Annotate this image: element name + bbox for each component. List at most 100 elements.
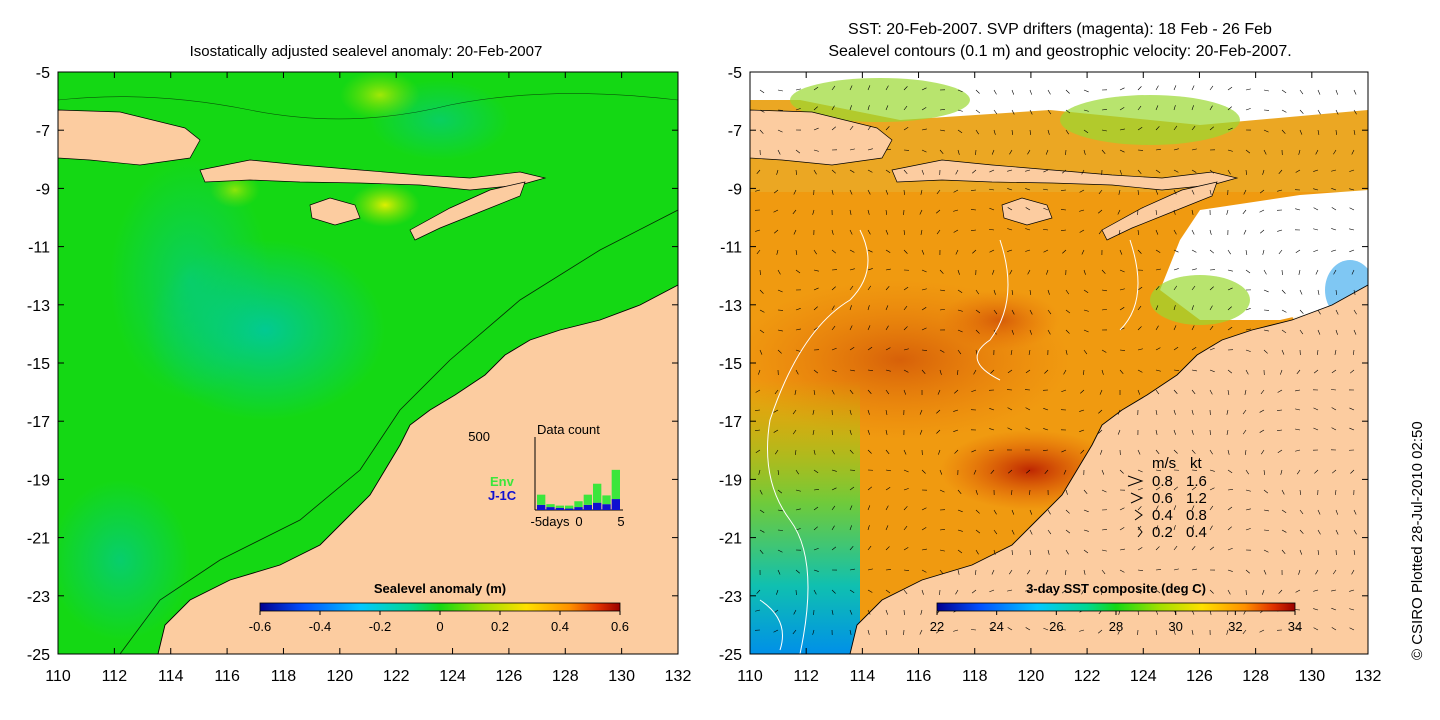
velocity-vector <box>1155 85 1159 91</box>
velocity-kt-value: 0.8 <box>1186 507 1207 524</box>
velocity-vector <box>759 329 765 334</box>
velocity-vector <box>1009 269 1013 275</box>
velocity-vector <box>1227 249 1231 255</box>
velocity-vector <box>1227 86 1233 91</box>
velocity-vector <box>1299 289 1303 295</box>
velocity-vector <box>1155 525 1159 531</box>
velocity-vector <box>990 469 995 474</box>
velocity-vector <box>773 629 779 633</box>
velocity-vector <box>885 169 891 174</box>
velocity-vector <box>1137 589 1142 595</box>
velocity-vector <box>1353 509 1357 515</box>
colorbar-tick-label: 22 <box>930 619 944 634</box>
velocity-vector <box>1029 89 1033 95</box>
velocity-vector <box>813 506 819 511</box>
velocity-vector <box>1313 249 1319 253</box>
velocity-vector <box>1281 529 1287 533</box>
inset-bar-env <box>574 501 583 508</box>
velocity-vector <box>903 449 907 455</box>
velocity-vector <box>975 89 980 94</box>
velocity-vector <box>1083 529 1089 532</box>
velocity-vector <box>849 589 855 593</box>
velocity-vector <box>1101 529 1107 531</box>
x-tick-label: 130 <box>608 668 635 685</box>
velocity-vector <box>989 207 995 211</box>
velocity-vector <box>759 89 765 94</box>
velocity-vector <box>1353 109 1357 115</box>
velocity-vector <box>1065 129 1069 135</box>
velocity-vector <box>1245 528 1251 531</box>
sst-colorbar-ramp <box>936 602 1296 612</box>
velocity-vector <box>792 409 797 415</box>
velocity-vector <box>1296 369 1301 375</box>
velocity-vector <box>1259 189 1265 194</box>
velocity-vector <box>1027 569 1031 575</box>
inset-bar-j1c <box>565 508 574 510</box>
velocity-vector <box>1263 289 1269 293</box>
velocity-vector <box>953 629 959 632</box>
velocity-vector <box>777 329 783 332</box>
velocity-vector <box>867 486 873 491</box>
velocity-vector <box>1173 568 1179 571</box>
velocity-vector <box>1353 289 1356 295</box>
velocity-vector <box>1025 188 1031 191</box>
velocity-vector <box>1263 349 1268 354</box>
velocity-vector <box>1315 149 1319 155</box>
velocity-vector <box>919 429 923 435</box>
inset-bar-j1c <box>555 507 564 510</box>
colorbar-tick-label: -0.2 <box>369 619 391 634</box>
velocity-vector <box>1353 89 1357 95</box>
velocity-vector <box>1063 369 1067 375</box>
velocity-vector <box>1119 87 1125 91</box>
y-tick-label: -5 <box>728 65 742 82</box>
velocity-vector <box>1349 627 1355 631</box>
velocity-vector <box>885 505 889 511</box>
left-y-axis: -5 -7 -9 -11 -13 -15 -17 -19 -21 -23 -25 <box>27 65 678 664</box>
velocity-vector <box>1011 109 1015 115</box>
velocity-vector <box>1155 347 1161 351</box>
velocity-vector <box>1331 207 1337 211</box>
velocity-vector <box>831 469 837 472</box>
sst-colorbar-ticks: 22 24 26 28 30 32 34 <box>930 611 1302 634</box>
velocity-vector <box>1083 309 1089 312</box>
velocity-vector <box>759 509 765 514</box>
velocity-vector <box>1209 126 1214 131</box>
velocity-vector <box>849 148 855 151</box>
velocity-vector <box>1227 326 1233 331</box>
velocity-vector <box>1242 429 1247 435</box>
velocity-vector <box>1011 529 1015 535</box>
velocity-vector <box>993 529 998 535</box>
velocity-vector <box>1263 89 1269 92</box>
velocity-vector <box>777 289 783 293</box>
velocity-vector <box>1061 169 1067 174</box>
velocity-vector <box>1080 449 1085 454</box>
sst-patch <box>1060 95 1240 145</box>
velocity-vector <box>1245 489 1251 492</box>
velocity-vector <box>1007 169 1013 172</box>
velocity-vector <box>793 189 797 195</box>
velocity-arrow <box>1137 526 1143 538</box>
velocity-vector <box>919 629 923 635</box>
velocity-vector <box>849 347 855 351</box>
velocity-vector <box>849 229 853 235</box>
velocity-vector <box>1007 369 1013 374</box>
velocity-vector <box>1315 569 1319 575</box>
sealevel-contour <box>976 239 1009 381</box>
velocity-vector <box>1349 188 1355 191</box>
velocity-vector <box>813 287 819 291</box>
velocity-vector <box>795 169 797 175</box>
x-tick-label: 128 <box>552 668 579 685</box>
velocity-vector <box>1026 469 1031 474</box>
velocity-vector <box>1227 488 1233 491</box>
velocity-vector <box>1155 569 1162 571</box>
velocity-vector <box>903 506 908 511</box>
velocity-vector <box>1349 369 1355 374</box>
velocity-vector <box>1155 229 1159 235</box>
velocity-vector <box>1259 409 1265 413</box>
velocity-vector <box>775 449 779 455</box>
velocity-vector <box>1331 249 1337 252</box>
velocity-vector <box>1155 589 1161 594</box>
velocity-arrow <box>1130 492 1144 504</box>
velocity-vector <box>756 249 761 255</box>
velocity-vector <box>1349 407 1355 411</box>
